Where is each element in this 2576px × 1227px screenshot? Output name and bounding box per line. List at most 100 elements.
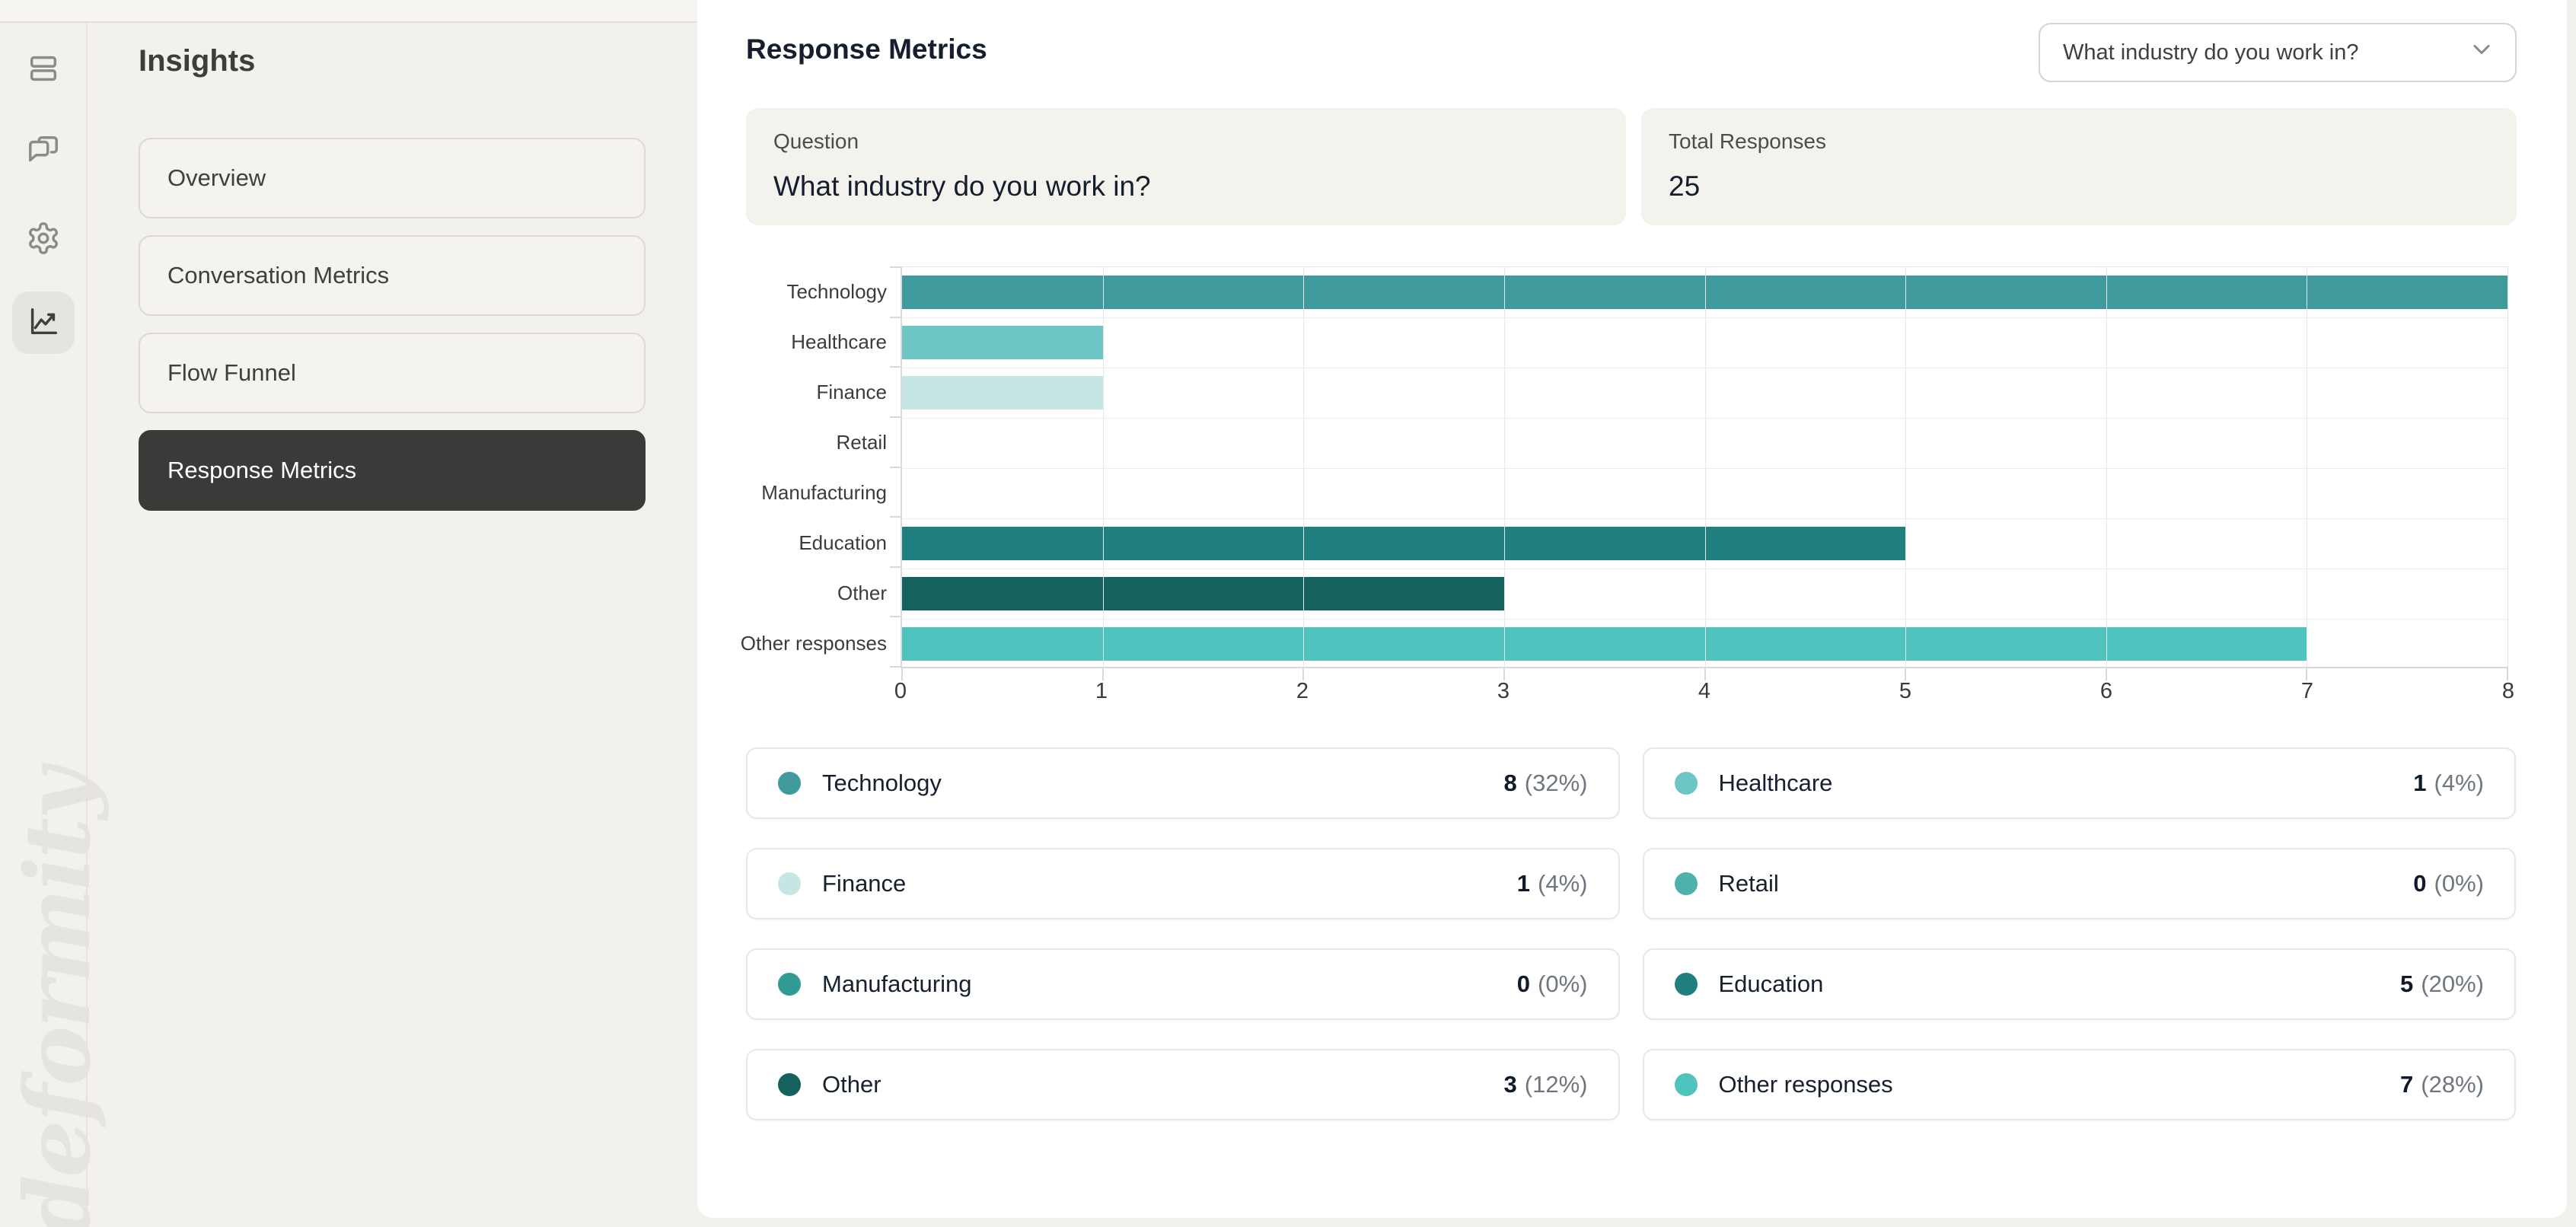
total-responses-value: 25 <box>1669 171 1701 202</box>
nav-item-conversation-metrics[interactable]: Conversation Metrics <box>139 235 646 316</box>
chat-icon <box>26 133 61 172</box>
x-axis-tick <box>2306 668 2308 680</box>
v-gridline <box>1503 267 1505 667</box>
x-axis-tick <box>2105 668 2107 680</box>
nav-item-response-metrics[interactable]: Response Metrics <box>139 430 646 511</box>
legend-card-other: Other 3 (12%) <box>746 1049 1620 1120</box>
question-card-value: What industry do you work in? <box>773 171 1151 202</box>
bar-finance <box>902 376 1103 410</box>
y-axis-tick <box>890 566 901 568</box>
chart-category-labels: Technology Healthcare Finance Retail Manufac… <box>697 266 887 668</box>
legend-dot-finance <box>778 872 801 895</box>
top-strip <box>0 0 697 23</box>
legend-label: Other responses <box>1718 1071 1893 1098</box>
legend-card-manufacturing: Manufacturing 0 (0%) <box>746 948 1620 1020</box>
sidebar-item-insights[interactable] <box>12 292 75 354</box>
x-axis-label-7: 7 <box>2300 679 2314 703</box>
y-axis-tick <box>890 416 901 418</box>
legend-label: Other <box>822 1071 882 1098</box>
question-card: Question What industry do you work in? <box>746 108 1626 225</box>
legend-percent: (28%) <box>2421 1071 2484 1098</box>
legend-dot-other <box>778 1073 801 1096</box>
total-responses-card: Total Responses 25 <box>1641 108 2517 225</box>
x-axis-tick <box>1503 668 1505 680</box>
icon-rail <box>0 23 88 1227</box>
legend-label: Finance <box>822 870 907 897</box>
legend-card-retail: Retail 0 (0%) <box>1642 848 2516 919</box>
category-label-manufacturing: Manufacturing <box>761 480 887 504</box>
sidebar-item-forms[interactable] <box>12 39 75 101</box>
legend-dot-manufacturing <box>778 973 801 996</box>
x-axis-tick <box>1905 668 1907 680</box>
v-gridline <box>2106 267 2107 667</box>
v-gridline <box>1102 267 1104 667</box>
legend-card-technology: Technology 8 (32%) <box>746 747 1620 819</box>
legend-percent: (32%) <box>1524 770 1588 796</box>
insights-panel: Insights Overview Conversation Metrics Flo… <box>89 23 697 1227</box>
legend-dot-education <box>1674 973 1698 996</box>
legend-card-education: Education 5 (20%) <box>1642 948 2516 1020</box>
chevron-down-icon <box>2468 36 2495 69</box>
legend-dot-other-responses <box>1674 1073 1698 1096</box>
legend-card-finance: Finance 1 (4%) <box>746 848 1620 919</box>
legend-label: Manufacturing <box>822 970 972 997</box>
x-axis-label-6: 6 <box>2099 679 2113 703</box>
y-axis-tick <box>890 316 901 318</box>
v-gridline <box>1704 267 1706 667</box>
bar-other-responses <box>902 627 2307 661</box>
x-axis-tick <box>1101 668 1104 680</box>
bar-healthcare <box>902 326 1103 359</box>
x-axis-label-4: 4 <box>1698 679 1711 703</box>
legend-dot-healthcare <box>1674 772 1698 795</box>
sidebar-item-settings[interactable] <box>12 209 75 271</box>
chart-legend: Technology 8 (32%) Healthcare 1 (4%) Finance 1 (… <box>746 747 2516 1120</box>
bar-other <box>902 577 1504 610</box>
sidebar-item-conversations[interactable] <box>12 121 75 183</box>
legend-percent: (20%) <box>2421 970 2484 997</box>
legend-label: Healthcare <box>1718 770 1833 796</box>
category-label-healthcare: Healthcare <box>791 330 887 353</box>
question-filter-value: What industry do you work in? <box>2063 40 2359 65</box>
insights-nav-list: Overview Conversation Metrics Flow Funnel R… <box>139 138 646 527</box>
v-gridline <box>1905 267 1907 667</box>
insights-panel-title: Insights <box>139 44 256 78</box>
legend-label: Education <box>1718 970 1824 997</box>
legend-count: 7 <box>2400 1071 2414 1098</box>
category-label-education: Education <box>799 531 887 554</box>
question-filter-dropdown[interactable]: What industry do you work in? <box>2039 23 2517 82</box>
legend-percent: (4%) <box>1538 870 1588 897</box>
x-axis-label-0: 0 <box>894 679 907 703</box>
x-axis-label-8: 8 <box>2501 679 2515 703</box>
x-axis-tick <box>1704 668 1706 680</box>
category-label-other: Other <box>837 581 887 604</box>
y-axis-tick <box>890 366 901 368</box>
legend-percent: (0%) <box>2434 870 2484 897</box>
settings-icon <box>26 221 61 260</box>
y-axis-tick <box>890 516 901 518</box>
x-axis-label-1: 1 <box>1095 679 1108 703</box>
legend-percent: (0%) <box>1538 970 1588 997</box>
legend-card-other-responses: Other responses 7 (28%) <box>1642 1049 2516 1120</box>
x-axis-tick <box>1302 668 1305 680</box>
legend-label: Retail <box>1718 870 1779 897</box>
rows-icon <box>26 51 61 90</box>
x-axis-label-2: 2 <box>1296 679 1309 703</box>
main-panel: Response Metrics What industry do you wo… <box>697 0 2567 1218</box>
legend-count: 5 <box>2400 970 2414 997</box>
category-label-finance: Finance <box>816 380 888 403</box>
nav-item-overview[interactable]: Overview <box>139 138 646 218</box>
total-responses-label: Total Responses <box>1669 129 1827 153</box>
legend-count: 1 <box>1516 870 1531 897</box>
category-label-retail: Retail <box>836 430 887 454</box>
chart-icon <box>26 304 61 343</box>
v-gridline <box>1303 267 1305 667</box>
y-axis-tick <box>890 466 901 468</box>
legend-percent: (12%) <box>1524 1071 1588 1098</box>
x-axis-tick <box>901 668 903 680</box>
legend-card-healthcare: Healthcare 1 (4%) <box>1642 747 2516 819</box>
x-axis-label-5: 5 <box>1899 679 1912 703</box>
legend-dot-technology <box>778 772 801 795</box>
legend-count: 8 <box>1503 770 1517 796</box>
legend-percent: (4%) <box>2434 770 2484 796</box>
nav-item-flow-funnel[interactable]: Flow Funnel <box>139 333 646 413</box>
